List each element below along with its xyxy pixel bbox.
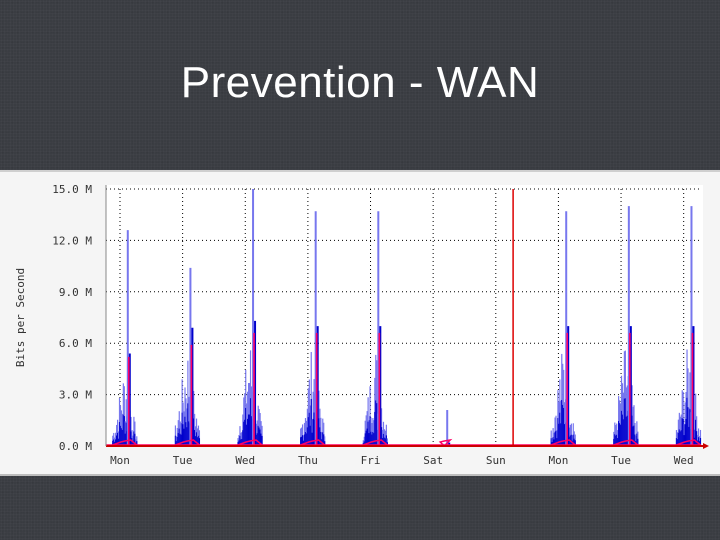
chart-grid: [106, 185, 703, 447]
chart-labels: 15.0 M 12.0 M 9.0 M 6.0 M 3.0 M 0.0 M Mon Tue We…: [14, 183, 694, 467]
chart-panel: 15.0 M 12.0 M 9.0 M 6.0 M 3.0 M 0.0 M Mon Tue We…: [0, 170, 720, 476]
x-tick-label: Tue: [173, 454, 193, 467]
traffic-out-line: [438, 438, 453, 446]
x-axis-arrow: [703, 443, 709, 449]
traffic-out-line: [300, 439, 326, 446]
y-tick-label: 6.0 M: [59, 337, 92, 350]
traffic-out-line: [676, 439, 701, 446]
slide-title: Prevention - WAN: [180, 58, 540, 107]
x-tick-label: Mon: [548, 454, 568, 467]
y-tick-label: 12.0 M: [52, 234, 92, 247]
x-tick-label: Wed: [674, 454, 694, 467]
x-tick-label: Sun: [486, 454, 506, 467]
x-tick-label: Thu: [298, 454, 318, 467]
traffic-out-line: [363, 439, 388, 446]
y-tick-label: 0.0 M: [59, 440, 92, 453]
chart-axes: [105, 185, 709, 449]
x-tick-label: Fri: [361, 454, 381, 467]
x-tick-label: Wed: [235, 454, 255, 467]
traffic-chart: 15.0 M 12.0 M 9.0 M 6.0 M 3.0 M 0.0 M Mon Tue We…: [14, 183, 709, 467]
chart-traffic-series: [106, 189, 702, 446]
traffic-out-line: [237, 439, 263, 446]
traffic-out-line: [550, 439, 576, 446]
y-tick-label: 3.0 M: [59, 389, 92, 402]
y-tick-label: 15.0 M: [52, 183, 92, 196]
x-tick-label: Tue: [611, 454, 631, 467]
traffic-out-line: [613, 439, 639, 446]
x-tick-label: Sat: [423, 454, 443, 467]
traffic-out-line: [112, 439, 138, 446]
traffic-out-line: [175, 439, 200, 446]
plot-background: [106, 185, 703, 446]
y-tick-label: 9.0 M: [59, 286, 92, 299]
y-axis-label: Bits per Second: [14, 268, 27, 367]
x-tick-label: Mon: [110, 454, 130, 467]
